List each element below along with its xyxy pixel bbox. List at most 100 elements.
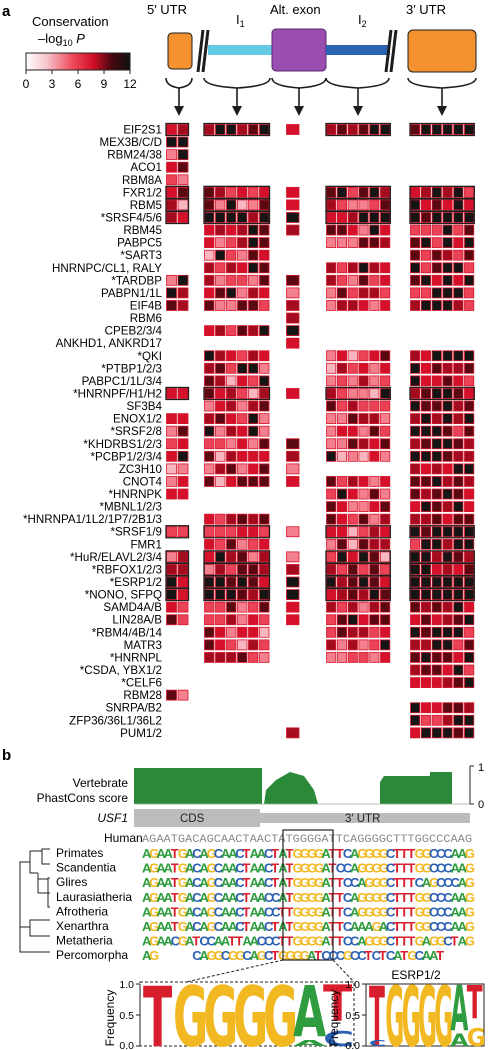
heatmap-cell [410,626,421,638]
heatmap-cell [259,626,270,638]
heatmap-row-outline [165,525,190,539]
alignment-base: G [149,934,159,949]
alignment-base: A [185,846,195,861]
heatmap-cell [453,589,464,600]
heatmap-cell [453,727,464,739]
alignment-base: T [407,934,415,949]
phastcons-tick-top: 1 [478,762,484,774]
heatmap-cell [347,300,358,311]
alignment-base: G [300,875,310,890]
heatmap-cell [259,601,270,613]
heatmap-cell [177,463,189,475]
heatmap-cell [259,237,270,249]
heatmap-cell [166,300,177,311]
alignment-base: C [343,934,353,949]
heatmap-cell [420,488,431,500]
alignment-base: T [400,846,408,861]
alignment-base: A [321,919,331,934]
alignment-base: T [407,846,415,861]
heatmap-cell [259,362,270,374]
alignment-base: G [285,948,295,963]
heatmap-cell [248,589,259,600]
heatmap-cell [259,350,270,362]
heatmap-cell [464,224,475,236]
heatmap-cell [286,199,300,211]
heatmap-cell [431,614,442,626]
heatmap-cell [369,274,380,286]
heatmap-cell [358,375,369,387]
alignment-base: A [250,934,260,949]
alignment-base: G [407,948,417,963]
heatmap-cell [226,400,237,412]
alignment-base: A [164,846,174,861]
alignment-base: A [458,846,468,861]
alignment-base: A [257,875,267,890]
heatmap-cell [410,488,421,500]
heatmap-cell [431,476,442,487]
heatmap-row-outline [203,386,271,401]
heatmap-cell [442,237,453,249]
alignment-base: G [207,875,217,890]
heatmap-cell [369,551,380,563]
heatmap-cell [326,413,337,425]
heatmap-cell [358,274,369,286]
heatmap-cell [226,199,237,211]
alignment-base: A [164,904,174,919]
heatmap-cell [237,576,248,588]
heatmap-cell [347,551,358,563]
heatmap-cell [237,262,248,274]
logo-left-ylabel: Frequency [103,990,117,1047]
heatmap-cell [204,388,215,399]
alignment-base: C [192,846,202,861]
heatmap-cell [286,186,300,198]
region-label-3utr: 3′ UTR [406,2,446,17]
alignment-base: G [307,890,317,905]
heatmap-cell [464,362,475,374]
phastcons-track [134,768,452,804]
heatmap-cell [347,413,358,425]
heatmap-cell [336,614,347,626]
heatmap-cell [177,438,189,450]
heatmap-cell [204,249,215,261]
alignment-base: T [278,934,286,949]
alignment-base: T [171,875,179,890]
heatmap-cell [286,589,300,600]
heatmap-cell [336,375,347,387]
heatmap-cell [248,224,259,236]
protein-label: *SART3 [120,249,162,262]
alignment-base: A [250,919,260,934]
alignment-base: A [199,890,209,905]
alignment-base: G [300,919,310,934]
heatmap-cell [420,476,431,487]
alignment-base: G [422,846,432,861]
alignment-base: G [314,919,324,934]
heatmap-cell [369,350,380,362]
alignment-base: T [278,904,286,919]
alignment-base: T [271,919,279,934]
heatmap-cell [453,237,464,249]
heatmap-cell [453,199,464,211]
heatmap-cell [166,526,177,538]
heatmap-cell [248,212,259,223]
alignment-base: T [314,948,322,963]
alignment-base: G [207,861,217,876]
heatmap-cell [326,388,337,399]
alignment-base: G [465,934,475,949]
heatmap-cell [410,400,421,412]
alignment-base: C [192,890,202,905]
heatmap-cell [358,224,369,236]
alignment-base: C [372,948,382,963]
heatmap-cell [166,589,177,600]
heatmap-cell [347,350,358,362]
heatmap-cell [215,601,226,613]
heatmap-cell [326,400,337,412]
heatmap-cell [442,677,453,688]
heatmap-cell [248,476,259,487]
phylo-tree [19,848,50,953]
heatmap-cell [248,639,259,651]
heatmap-cell [369,450,380,462]
heatmap-cell [237,476,248,487]
heatmap-cell [226,513,237,525]
heatmap-cell [369,300,380,311]
alignment-base: T [228,934,236,949]
